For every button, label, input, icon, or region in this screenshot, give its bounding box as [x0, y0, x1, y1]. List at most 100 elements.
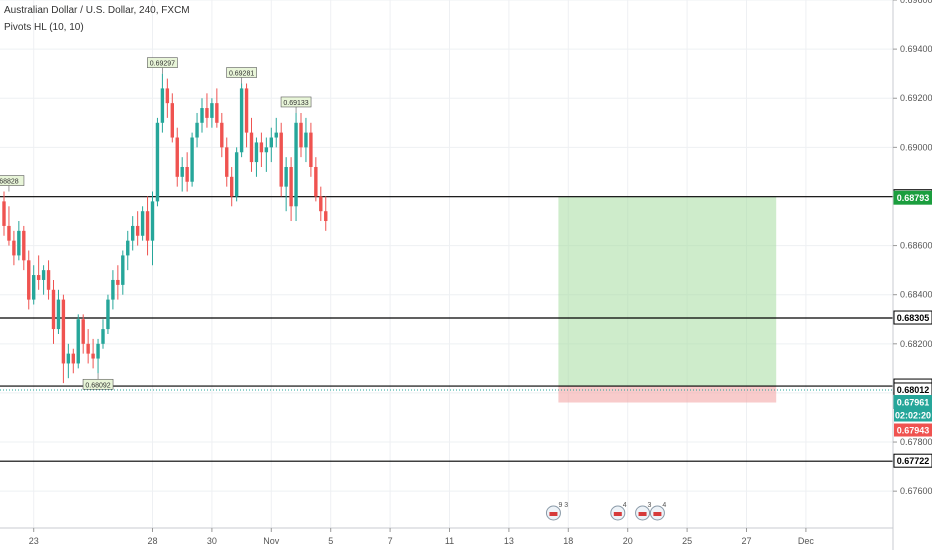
price-tag-text: 0.67961 [897, 398, 930, 408]
event-marker-label: 9 3 [558, 502, 568, 509]
price-axis-label: 0.68600 [900, 241, 932, 251]
price-tag-text: 0.68305 [897, 313, 930, 323]
price-axis-label: 0.69000 [900, 142, 932, 152]
candle-body [86, 343, 90, 354]
price-axis-label: 0.69400 [900, 44, 932, 54]
long-position-profit-zone [558, 196, 777, 387]
candle-body [126, 240, 130, 256]
candle-body [27, 260, 31, 300]
candle-body [165, 88, 170, 104]
bid-price-text: 0.67943 [897, 426, 930, 436]
pivot-label-text: 0.69297 [150, 61, 175, 68]
candle-body [145, 211, 150, 241]
time-axis-label: 11 [445, 536, 454, 546]
countdown-tag [894, 408, 932, 422]
candle-body [61, 299, 66, 364]
candle-body [254, 142, 259, 163]
candle-body [7, 225, 11, 241]
price-axis-label: 0.67600 [900, 486, 932, 496]
time-axis-label: 5 [328, 536, 333, 546]
candle-body [205, 108, 209, 118]
candle-body [76, 319, 80, 364]
event-marker-label: 4 [662, 502, 666, 509]
candle-body [135, 225, 140, 236]
candle-body [51, 289, 56, 330]
candle-body [259, 142, 264, 153]
candle-body [170, 103, 174, 138]
candle-body [175, 137, 179, 177]
candle-body [299, 122, 303, 148]
candle-body [66, 353, 71, 364]
candle-body [96, 343, 100, 359]
event-flag-band [638, 512, 647, 516]
candle-body [279, 132, 283, 187]
candle-body [32, 275, 36, 300]
pivot-label-text: 0.69133 [283, 100, 308, 107]
candle-body [234, 152, 239, 197]
candle-body [264, 147, 269, 153]
candle-body [294, 122, 298, 207]
candle-body [230, 176, 234, 197]
time-axis-label: 23 [29, 536, 39, 546]
countdown-text: 02:02:20 [895, 411, 931, 421]
candle-body [284, 166, 288, 187]
candle-body [46, 270, 51, 290]
indicator-label: Pivots HL (10, 10) [4, 22, 84, 33]
time-axis-label: 7 [388, 536, 393, 546]
candle-body [319, 196, 323, 212]
candle-body [195, 122, 199, 138]
candle-body [220, 122, 224, 148]
time-axis-label: 25 [682, 536, 692, 546]
candle-body [140, 211, 145, 236]
price-tag [893, 310, 932, 325]
candle-body [2, 201, 6, 226]
candle-body [17, 230, 21, 256]
event-flag-band [549, 512, 558, 516]
event-marker-label: 4 [623, 502, 627, 509]
price-tag [893, 190, 932, 205]
pivot-label-text: 0.69281 [229, 70, 254, 77]
candle-body [309, 132, 313, 167]
candle-body [121, 255, 125, 285]
price-tag-text: 0.68793 [897, 193, 930, 203]
price-axis-label: 0.69600 [900, 0, 932, 5]
time-axis-label: 28 [147, 536, 157, 546]
price-axis-label: 0.69200 [900, 93, 932, 103]
candle-body [116, 279, 120, 285]
candle-body [111, 279, 115, 300]
candle-body [41, 270, 46, 280]
candle-body [131, 225, 135, 241]
time-axis-label: 20 [623, 536, 633, 546]
candle-body [239, 88, 244, 153]
candle-body [304, 132, 308, 148]
candle-body [101, 329, 105, 344]
candle-body [314, 166, 318, 197]
candle-body [269, 137, 273, 148]
candle-body [324, 211, 328, 222]
candle-body [180, 166, 184, 177]
candle-body [160, 88, 165, 123]
candle-body [190, 137, 194, 182]
time-axis-label: 30 [207, 536, 217, 546]
candle-body [150, 201, 155, 241]
candle-body [12, 240, 16, 256]
candle-body [210, 103, 214, 118]
candle-body [249, 132, 254, 163]
candle-body [106, 299, 110, 330]
candle-body [200, 108, 204, 123]
candle-body [215, 103, 219, 123]
time-axis-label: Dec [798, 536, 815, 546]
candle-body [56, 299, 61, 330]
candle-body [91, 353, 95, 359]
long-position-stop-zone [558, 386, 777, 403]
candle-body [155, 122, 160, 202]
event-marker-label: 3 [648, 502, 652, 509]
time-axis-label: Nov [263, 536, 280, 546]
time-axis-label: 27 [741, 536, 751, 546]
candle-body [225, 147, 229, 177]
event-flag-band [613, 512, 622, 516]
candle-body [274, 132, 278, 138]
price-tag [893, 453, 932, 468]
